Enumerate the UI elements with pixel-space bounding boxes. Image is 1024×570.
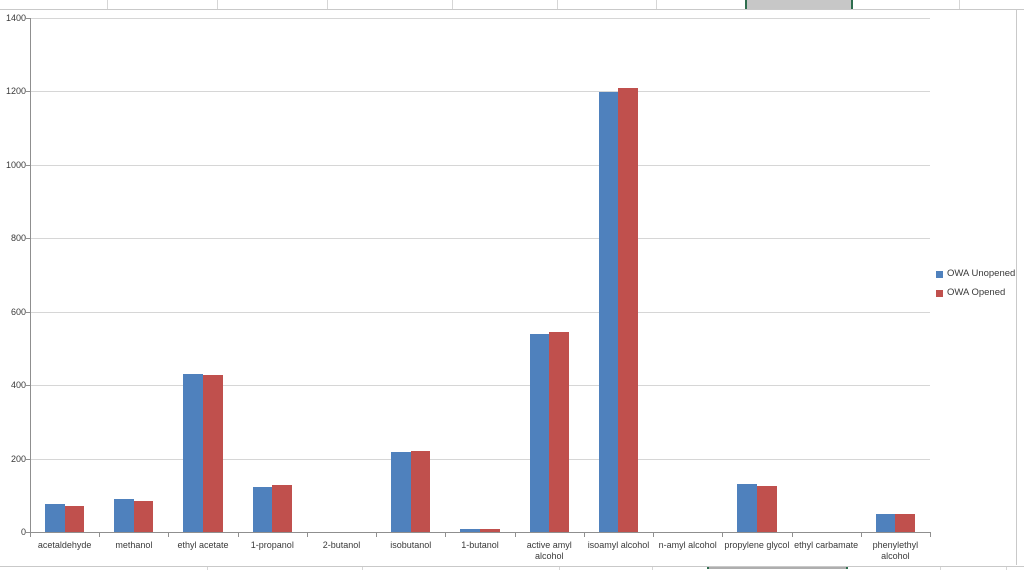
x-axis-label: isobutanol bbox=[390, 540, 432, 550]
legend-color-swatch bbox=[936, 270, 943, 278]
bar-owa-opened-2[interactable] bbox=[133, 500, 154, 532]
y-axis-tick bbox=[26, 458, 30, 460]
y-axis-tick bbox=[26, 532, 30, 533]
spreadsheet-bottom-row[interactable] bbox=[0, 566, 1024, 570]
legend-label: OWA Unopened bbox=[947, 268, 1016, 279]
cell-gridline bbox=[327, 0, 328, 9]
x-axis-tick bbox=[930, 532, 931, 537]
x-axis-tick bbox=[376, 532, 378, 537]
y-gridline bbox=[30, 311, 930, 313]
bar-owa-opened-6[interactable] bbox=[410, 451, 431, 532]
y-axis-label: 400 bbox=[10, 380, 26, 391]
legend-item[interactable]: OWA Opened bbox=[936, 287, 1015, 299]
bar-owa-unopened-4[interactable] bbox=[252, 486, 273, 532]
x-axis-tick bbox=[791, 532, 793, 537]
cell-gridline bbox=[940, 567, 941, 570]
x-axis-label: 1-butanol bbox=[461, 540, 499, 550]
bar-owa-opened-4[interactable] bbox=[272, 485, 292, 532]
y-axis-label: 1000 bbox=[5, 159, 26, 170]
x-axis-tick bbox=[514, 532, 516, 537]
y-axis-label: 1400 bbox=[5, 13, 26, 23]
bar-owa-opened-11[interactable] bbox=[756, 486, 777, 532]
y-axis-label: 0 bbox=[20, 527, 26, 537]
x-axis-label: n-amyl alcohol bbox=[658, 540, 717, 550]
y-axis-label: 200 bbox=[10, 453, 26, 464]
x-axis-tick bbox=[306, 532, 308, 537]
y-axis-tick bbox=[26, 91, 30, 93]
y-gridline bbox=[30, 238, 930, 240]
bar-owa-unopened-13[interactable] bbox=[875, 513, 896, 532]
y-axis bbox=[30, 18, 31, 533]
y-gridline bbox=[30, 91, 930, 93]
legend-label: OWA Opened bbox=[947, 287, 1006, 298]
x-axis-tick bbox=[583, 532, 585, 537]
x-axis-tick bbox=[30, 532, 31, 537]
cell-gridline bbox=[107, 0, 108, 9]
x-axis-label: ethyl acetate bbox=[177, 540, 229, 550]
y-axis-tick bbox=[26, 238, 30, 240]
bar-owa-opened-7[interactable] bbox=[480, 529, 500, 532]
x-axis-label: propylene glycol bbox=[724, 540, 790, 550]
x-axis-label: 2-butanol bbox=[322, 540, 361, 550]
cell-gridline bbox=[557, 0, 558, 9]
x-axis-label: 1-propanol bbox=[250, 540, 294, 550]
x-axis-tick bbox=[653, 532, 655, 537]
x-axis-label: isoamyl alcohol bbox=[587, 540, 650, 550]
legend-color-swatch bbox=[936, 289, 943, 297]
cell-gridline bbox=[452, 0, 453, 9]
x-axis-tick bbox=[445, 532, 447, 537]
bar-owa-opened-3[interactable] bbox=[203, 374, 223, 532]
y-gridline bbox=[30, 385, 930, 387]
y-axis-tick bbox=[26, 18, 30, 19]
bar-owa-opened-1[interactable] bbox=[64, 506, 85, 532]
bar-owa-unopened-6[interactable] bbox=[391, 451, 411, 532]
bar-owa-unopened-1[interactable] bbox=[45, 504, 65, 532]
cell-gridline bbox=[362, 567, 363, 570]
selection-bottom-band bbox=[707, 567, 848, 569]
y-axis-label: 800 bbox=[10, 233, 26, 244]
x-axis-tick bbox=[237, 532, 239, 537]
y-gridline bbox=[30, 164, 930, 166]
bar-owa-unopened-2[interactable] bbox=[114, 498, 134, 532]
embedded-bar-chart[interactable]: 0 200 400 600 800 1000 1200 1400 acetaldehyde met… bbox=[0, 9, 1017, 565]
y-axis-tick bbox=[26, 385, 30, 387]
x-axis bbox=[30, 532, 931, 533]
x-axis-label: ethyl carbamate bbox=[794, 540, 859, 550]
y-axis-tick bbox=[26, 311, 30, 313]
legend-item[interactable]: OWA Unopened bbox=[936, 268, 1015, 280]
cell-gridline bbox=[959, 0, 960, 9]
bar-owa-unopened-3[interactable] bbox=[183, 374, 204, 532]
x-axis-tick bbox=[99, 532, 101, 537]
bar-owa-unopened-9[interactable] bbox=[598, 92, 619, 532]
bar-owa-opened-8[interactable] bbox=[549, 331, 569, 532]
x-axis-tick bbox=[168, 532, 170, 537]
y-axis-tick bbox=[26, 164, 30, 166]
y-gridline bbox=[30, 18, 930, 19]
bar-owa-unopened-8[interactable] bbox=[529, 333, 550, 532]
y-axis-label: 600 bbox=[10, 306, 26, 317]
cell-gridline bbox=[559, 567, 560, 570]
x-axis-label: active amyl alcohol bbox=[526, 540, 572, 561]
chart-legend[interactable]: OWA Unopened OWA Opened bbox=[936, 268, 1015, 306]
x-axis-label: phenylethyl alcohol bbox=[872, 540, 919, 561]
x-axis-tick bbox=[722, 532, 724, 537]
bar-owa-unopened-11[interactable] bbox=[737, 484, 757, 532]
y-gridline bbox=[30, 458, 930, 460]
cell-gridline bbox=[217, 0, 218, 9]
selected-cell[interactable] bbox=[745, 0, 853, 9]
cell-gridline bbox=[652, 567, 653, 570]
cell-gridline bbox=[656, 0, 657, 9]
x-axis-label: methanol bbox=[115, 540, 153, 550]
bar-owa-opened-9[interactable] bbox=[618, 88, 639, 532]
y-axis-label: 1200 bbox=[5, 86, 26, 97]
cell-gridline bbox=[1006, 567, 1007, 570]
bar-owa-opened-13[interactable] bbox=[895, 513, 915, 532]
bar-owa-unopened-7[interactable] bbox=[460, 529, 480, 532]
x-axis-label: acetaldehyde bbox=[37, 540, 92, 550]
x-axis-tick bbox=[860, 532, 862, 537]
cell-gridline bbox=[207, 567, 208, 570]
